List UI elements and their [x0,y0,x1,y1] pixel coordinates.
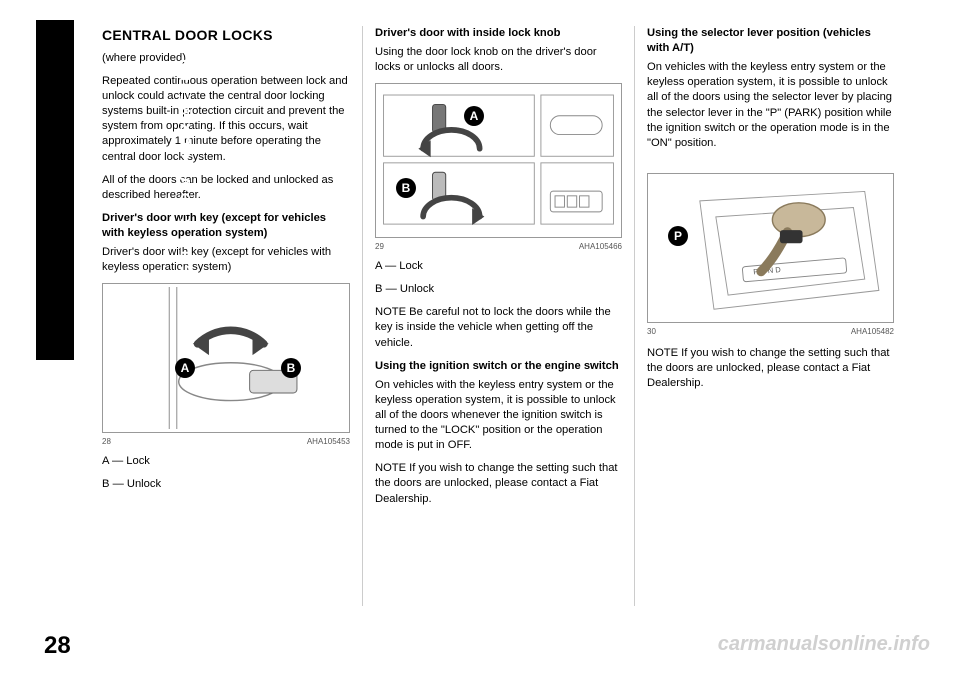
page-number: 28 [44,632,71,660]
figure-28: A B [102,283,350,433]
body-text: Using the door lock knob on the driver's… [375,45,622,75]
figure-number: 28 [102,437,111,448]
body-text: All of the doors can be locked and unloc… [102,173,350,203]
figure-caption: 30 AHA105482 [647,327,894,338]
subheading: Using the ignition switch or the engine … [375,359,622,374]
figure-number: 29 [375,242,384,253]
figure-number: 30 [647,327,656,338]
subheading: Using the selector lever position (vehic… [647,26,894,56]
figure-code: AHA105482 [851,327,894,338]
selector-lever-illustration: P R N D [648,174,893,322]
body-text: Driver's door with key (except for vehic… [102,245,350,275]
side-tab: GETTING TO KNOW YOUR VEHICLE [36,20,74,360]
marker-p: P [668,226,688,246]
legend-a: A — Lock [102,454,350,469]
legend-b: B — Unlock [375,282,622,297]
note-text: NOTE If you wish to change the setting s… [375,461,622,506]
body-text: On vehicles with the keyless entry syste… [375,378,622,454]
door-key-illustration [103,284,349,432]
figure-caption: 29 AHA105466 [375,242,622,253]
column-2: Driver's door with inside lock knob Usin… [362,26,634,606]
figure-code: AHA105453 [307,437,350,448]
page: GETTING TO KNOW YOUR VEHICLE CENTRAL DOO… [0,0,960,678]
column-1: CENTRAL DOOR LOCKS (where provided) Repe… [90,26,362,606]
note-text: NOTE Be careful not to lock the doors wh… [375,305,622,350]
body-text: On vehicles with the keyless entry syste… [647,60,894,151]
figure-code: AHA105466 [579,242,622,253]
door-knob-illustration [376,84,621,237]
content-columns: CENTRAL DOOR LOCKS (where provided) Repe… [90,26,930,606]
figure-29: A B [375,83,622,238]
figure-caption: 28 AHA105453 [102,437,350,448]
section-heading: CENTRAL DOOR LOCKS [102,26,350,45]
legend-a: A — Lock [375,259,622,274]
watermark: carmanualsonline.info [718,633,930,656]
subheading: Driver's door with inside lock knob [375,26,622,41]
figure-30: P R N D P [647,173,894,323]
body-text: Repeated continuous operation between lo… [102,74,350,165]
legend-b: B — Unlock [102,477,350,492]
note-text: NOTE If you wish to change the setting s… [647,346,894,391]
subheading: Driver's door with key (except for vehic… [102,211,350,241]
body-text: (where provided) [102,51,350,66]
column-3: Using the selector lever position (vehic… [634,26,906,606]
